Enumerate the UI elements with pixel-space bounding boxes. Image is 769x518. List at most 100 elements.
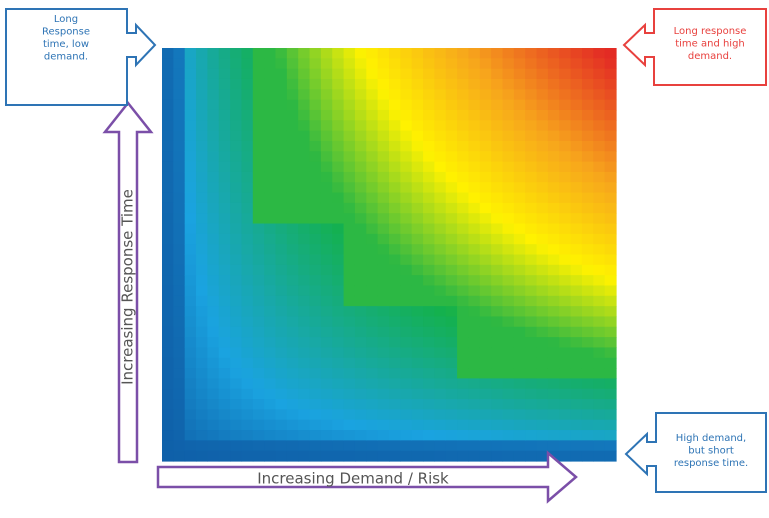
heatmap-cell (479, 295, 492, 307)
heatmap-cell (423, 161, 435, 173)
heatmap-cell (309, 120, 322, 132)
heatmap-cell (264, 151, 277, 163)
heatmap-cell (491, 109, 504, 121)
heatmap-cell (264, 295, 277, 307)
heatmap-cell (354, 388, 367, 400)
heatmap-cell (559, 285, 572, 297)
heatmap-cell (275, 202, 288, 214)
heatmap-cell (479, 275, 492, 287)
heatmap-cell (207, 68, 220, 80)
heatmap-cell (320, 223, 333, 235)
heatmap-cell (354, 419, 367, 431)
heatmap-cell (400, 357, 413, 369)
heatmap-cell (389, 244, 401, 256)
heatmap-cell (207, 171, 220, 183)
heatmap-cell (604, 48, 617, 59)
heatmap-cell (184, 58, 197, 70)
heatmap-cell (298, 130, 311, 142)
heatmap-cell (423, 326, 435, 338)
heatmap-cell (184, 357, 197, 369)
heatmap-cell (173, 368, 186, 379)
heatmap-cell (570, 233, 583, 245)
heatmap-cell (264, 182, 277, 194)
heatmap-cell (207, 120, 220, 132)
heatmap-cell (593, 450, 606, 462)
heatmap-cell (559, 337, 572, 349)
heatmap-cell (570, 192, 583, 204)
heatmap-cell (389, 337, 401, 349)
heatmap-cell (343, 326, 356, 338)
heatmap-cell (400, 140, 413, 152)
heatmap-cell (196, 140, 208, 152)
heatmap-cell (536, 58, 549, 70)
heatmap-cell (196, 202, 208, 214)
heatmap-cell (411, 254, 424, 266)
heatmap-cell (468, 48, 481, 59)
heatmap-cell (309, 378, 322, 390)
heatmap-cell (400, 295, 413, 307)
heatmap-cell (366, 440, 379, 452)
heatmap-cell (593, 409, 606, 421)
heatmap-cell (468, 316, 481, 328)
heatmap-cell (173, 213, 186, 225)
heatmap-cell (593, 233, 606, 245)
heatmap-cell (513, 368, 526, 379)
heatmap-cell (525, 409, 538, 421)
heatmap-cell (468, 202, 481, 214)
heatmap-cell (343, 233, 356, 245)
heatmap-cell (275, 368, 288, 379)
heatmap-cell (491, 430, 504, 441)
heatmap-cell (513, 161, 526, 173)
heatmap-cell (230, 275, 243, 287)
heatmap-cell (525, 233, 538, 245)
heatmap-cell (536, 202, 549, 214)
heatmap-cell (218, 254, 231, 266)
heatmap-cell (457, 140, 470, 152)
heatmap-cell (286, 161, 299, 173)
heatmap-cell (559, 264, 572, 276)
heatmap-cell (411, 388, 424, 400)
heatmap-cell (536, 326, 549, 338)
heatmap-cell (230, 109, 243, 121)
heatmap-cell (570, 171, 583, 183)
heatmap-cell (173, 378, 186, 390)
heatmap-cell (196, 58, 208, 70)
heatmap-cell (309, 89, 322, 101)
heatmap-cell (445, 48, 458, 59)
heatmap-cell (309, 316, 322, 328)
heatmap-cell (457, 264, 470, 276)
heatmap-cell (593, 171, 606, 183)
heatmap-cell (434, 306, 447, 318)
heatmap-cell (434, 202, 447, 214)
heatmap-cell (162, 357, 174, 369)
heatmap-cell (570, 58, 583, 70)
heatmap-cell (559, 202, 572, 214)
heatmap-cell (411, 450, 424, 462)
callout-top-left-shape (5, 8, 157, 106)
heatmap-cell (502, 58, 515, 70)
heatmap-cell (320, 326, 333, 338)
heatmap-cell (264, 409, 277, 421)
heatmap-cell (173, 78, 186, 90)
heatmap-cell (491, 213, 504, 225)
heatmap-cell (343, 347, 356, 359)
heatmap-cell (536, 368, 549, 379)
heatmap-cell (218, 89, 231, 101)
heatmap-cell (389, 192, 401, 204)
heatmap-cell (377, 48, 390, 59)
heatmap-cell (366, 130, 379, 142)
heatmap-cell (604, 233, 617, 245)
heatmap-cell (230, 450, 243, 462)
heatmap-cell (400, 78, 413, 90)
heatmap-cell (218, 99, 231, 111)
heatmap-cell (275, 48, 288, 59)
heatmap-cell (581, 109, 594, 121)
heatmap-cell (536, 244, 549, 256)
heatmap-cell (173, 326, 186, 338)
heatmap-cell (275, 347, 288, 359)
heatmap-cell (547, 254, 560, 266)
heatmap-cell (377, 151, 390, 163)
heatmap-cell (457, 347, 470, 359)
heatmap-cell (479, 450, 492, 462)
heatmap-cell (366, 161, 379, 173)
